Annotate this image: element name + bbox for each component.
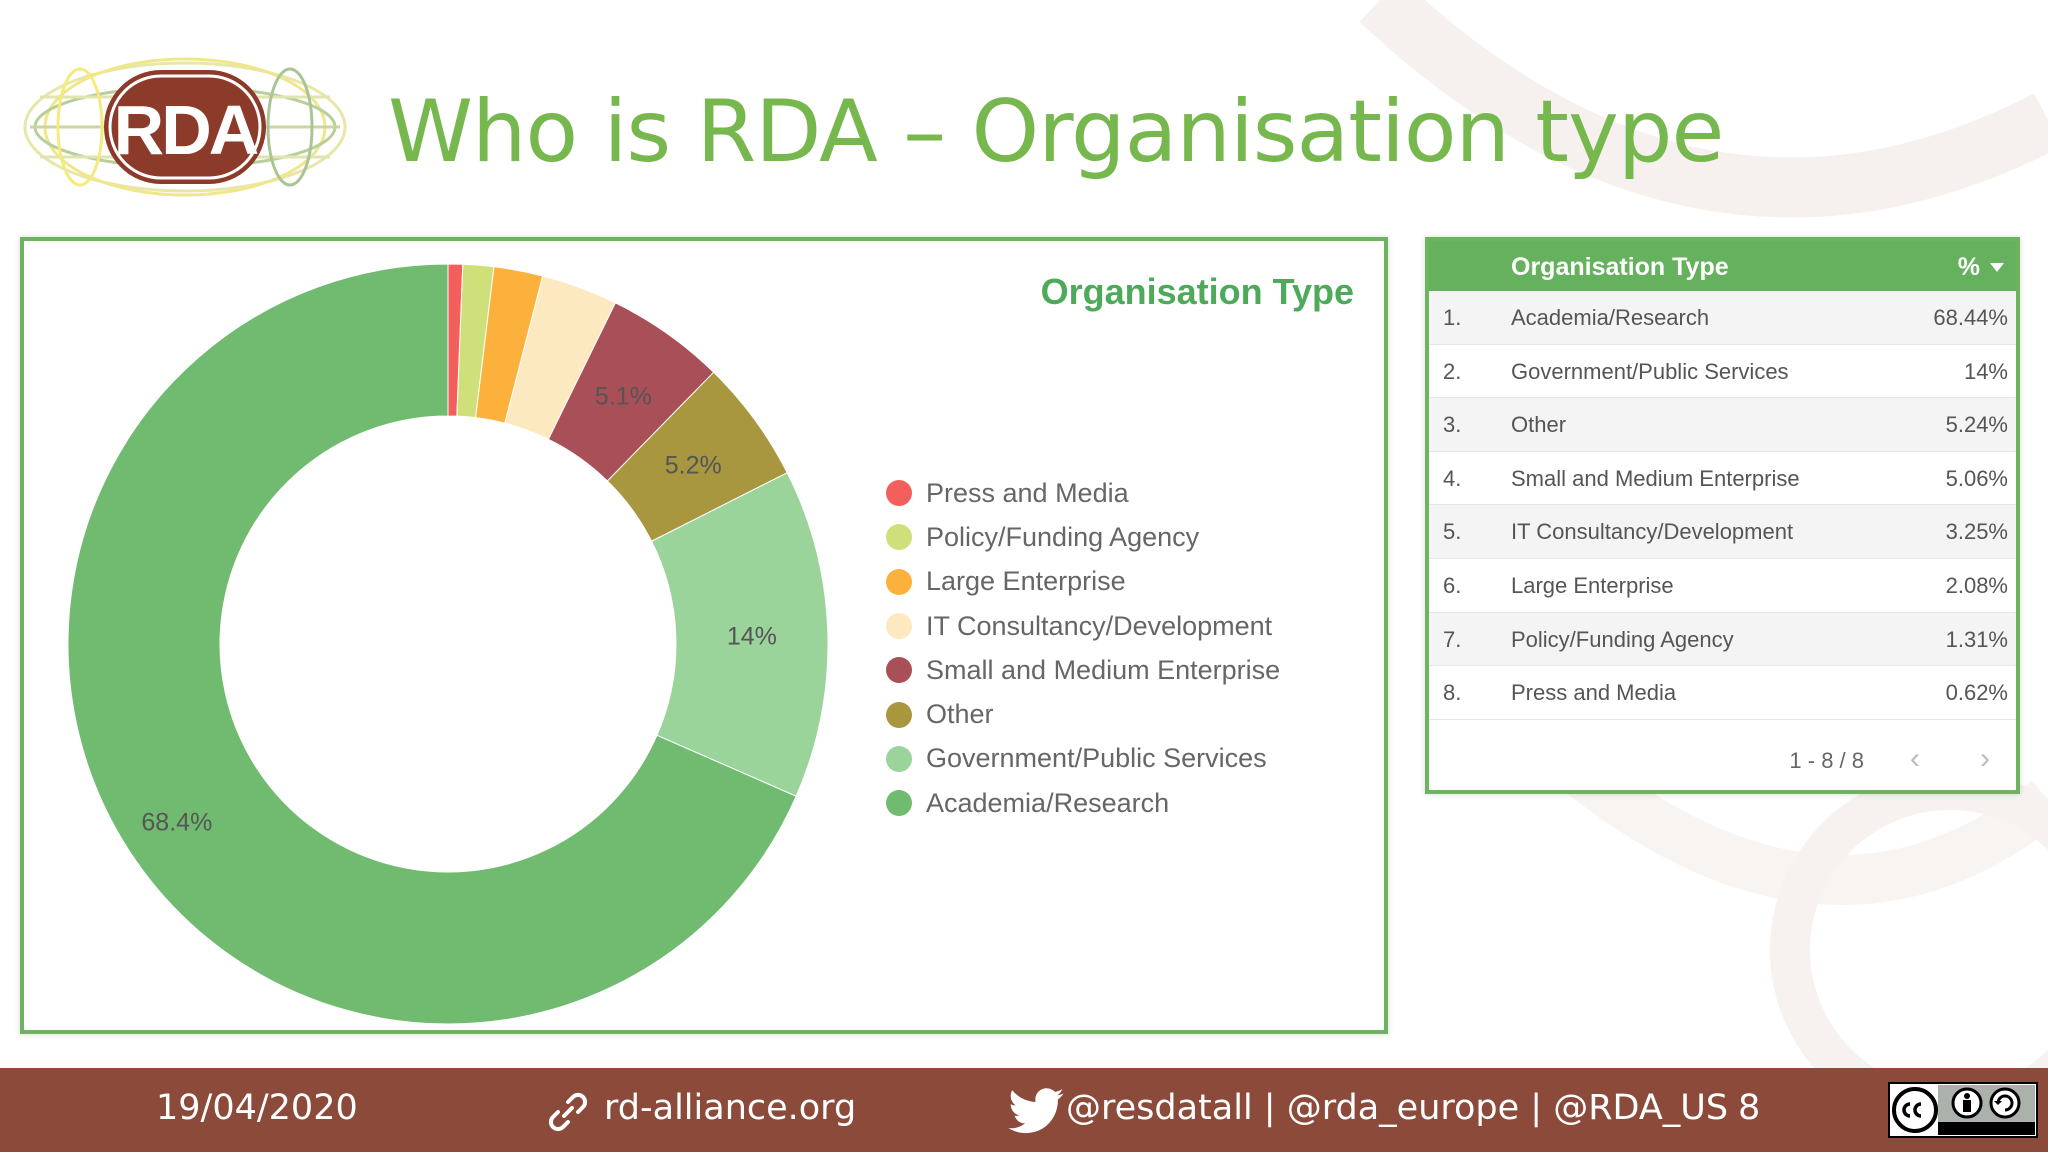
twitter-icon (1008, 1088, 1064, 1134)
table-row[interactable]: 6. Large Enterprise 2.08% (1429, 559, 2016, 613)
column-header-type[interactable]: Organisation Type (1511, 253, 1729, 281)
row-percent: 1.31% (1945, 626, 2008, 652)
chart-title: Organisation Type (1040, 271, 1354, 312)
legend-label: Other (926, 699, 994, 730)
row-number: 4. (1443, 465, 1462, 491)
row-number: 6. (1443, 572, 1462, 598)
footer-bar: 19/04/2020 rd-alliance.org @resdatall | … (0, 1068, 2048, 1152)
slide-title: Who is RDA – Organisation type (388, 82, 1724, 182)
donut-chart: 5.1% 5.2% 14% 68.4% (67, 263, 829, 1025)
row-number: 3. (1443, 412, 1462, 438)
row-percent: 14% (1963, 358, 2008, 384)
table-row[interactable]: 7. Policy/Funding Agency 1.31% (1429, 612, 2016, 667)
pagination-label: 1 - 8 / 8 (1789, 748, 1864, 773)
legend-item[interactable]: Policy/Funding Agency (886, 515, 1280, 559)
table-row[interactable]: 3. Other 5.24% (1429, 398, 2016, 452)
slice-data-label: 5.1% (595, 383, 652, 411)
table-body: 1. Academia/Research 68.44% 2. Government/Pu… (1429, 291, 2016, 720)
footer-social: @resdatall | @rda_europe | @RDA_US (1066, 1088, 1729, 1128)
legend-label: Large Enterprise (926, 566, 1126, 597)
row-percent: 5.24% (1945, 412, 2008, 438)
row-org-type: IT Consultancy/Development (1511, 519, 1794, 545)
legend-item[interactable]: Press and Media (886, 471, 1280, 515)
row-percent: 0.62% (1945, 680, 2008, 706)
slice-data-label: 14% (727, 623, 777, 651)
row-number: 8. (1443, 680, 1462, 706)
row-number: 5. (1443, 519, 1462, 545)
column-header-percent[interactable]: % (1957, 253, 1980, 281)
row-org-type: Large Enterprise (1511, 572, 1674, 598)
table-row[interactable]: 5. IT Consultancy/Development 3.25% (1429, 505, 2016, 559)
legend-label: Academia/Research (926, 787, 1170, 818)
logo-text: RDA (114, 91, 258, 169)
table-header: Organisation Type % (1429, 241, 2016, 291)
table-row[interactable]: 8. Press and Media 0.62% (1429, 666, 2016, 720)
legend-swatch (886, 790, 912, 817)
chevron-left-icon[interactable]: ‹ (1910, 742, 1920, 775)
legend-swatch (886, 613, 912, 640)
legend-swatch (886, 701, 912, 728)
chart-legend: Press and Media Policy/Funding Agency Larg… (886, 471, 1280, 825)
row-percent: 2.08% (1945, 572, 2008, 598)
slice-data-label: 5.2% (665, 451, 722, 479)
donut-slice[interactable] (650, 472, 829, 797)
legend-label: IT Consultancy/Development (926, 610, 1273, 641)
legend-swatch (886, 524, 912, 551)
slice-data-label: 68.4% (141, 808, 212, 836)
row-number: 2. (1443, 358, 1462, 384)
legend-label: Policy/Funding Agency (926, 521, 1200, 552)
table-row[interactable]: 4. Small and Medium Enterprise 5.06% (1429, 452, 2016, 506)
row-percent: 3.25% (1945, 519, 2008, 545)
legend-label: Small and Medium Enterprise (926, 654, 1281, 685)
row-percent: 5.06% (1945, 465, 2008, 491)
legend-swatch (886, 745, 912, 772)
legend-item[interactable]: Large Enterprise (886, 560, 1280, 604)
row-org-type: Other (1511, 412, 1567, 438)
row-org-type: Government/Public Services (1511, 358, 1789, 384)
row-percent: 68.44% (1933, 305, 2008, 330)
donut-slice[interactable] (67, 263, 797, 1025)
row-org-type: Small and Medium Enterprise (1511, 465, 1800, 491)
footer-website[interactable]: rd-alliance.org (604, 1088, 857, 1128)
legend-item[interactable]: Small and Medium Enterprise (886, 648, 1280, 692)
legend-label: Press and Media (926, 477, 1129, 508)
legend-item[interactable]: IT Consultancy/Development (886, 604, 1280, 648)
chevron-right-icon[interactable]: › (1980, 742, 1990, 775)
legend-item[interactable]: Other (886, 692, 1280, 736)
cc-by-sa-icon (1888, 1082, 2038, 1138)
legend-swatch (886, 568, 912, 595)
footer-date: 19/04/2020 (156, 1088, 358, 1128)
chart-panel: 5.1% 5.2% 14% 68.4% Organisation Type Press… (20, 237, 1388, 1034)
page-number: 8 (1738, 1088, 1761, 1128)
link-icon (548, 1092, 588, 1132)
row-number: 7. (1443, 626, 1462, 652)
legend-swatch (886, 657, 912, 684)
legend-label: Government/Public Services (926, 743, 1267, 774)
pagination: 1 - 8 / 8 ‹ › (1429, 730, 2016, 790)
legend-swatch (886, 480, 912, 507)
row-number: 1. (1443, 305, 1462, 330)
rda-logo: RDA (23, 57, 347, 197)
sort-desc-icon[interactable] (1990, 263, 2004, 272)
row-org-type: Policy/Funding Agency (1511, 626, 1734, 652)
row-org-type: Academia/Research (1511, 305, 1710, 330)
table-row[interactable]: 1. Academia/Research 68.44% (1429, 291, 2016, 345)
legend-item[interactable]: Academia/Research (886, 781, 1280, 825)
data-table: Organisation Type % 1. Academia/Research 6… (1425, 237, 2020, 794)
table-row[interactable]: 2. Government/Public Services 14% (1429, 345, 2016, 399)
legend-item[interactable]: Government/Public Services (886, 737, 1280, 781)
row-org-type: Press and Media (1511, 680, 1677, 706)
